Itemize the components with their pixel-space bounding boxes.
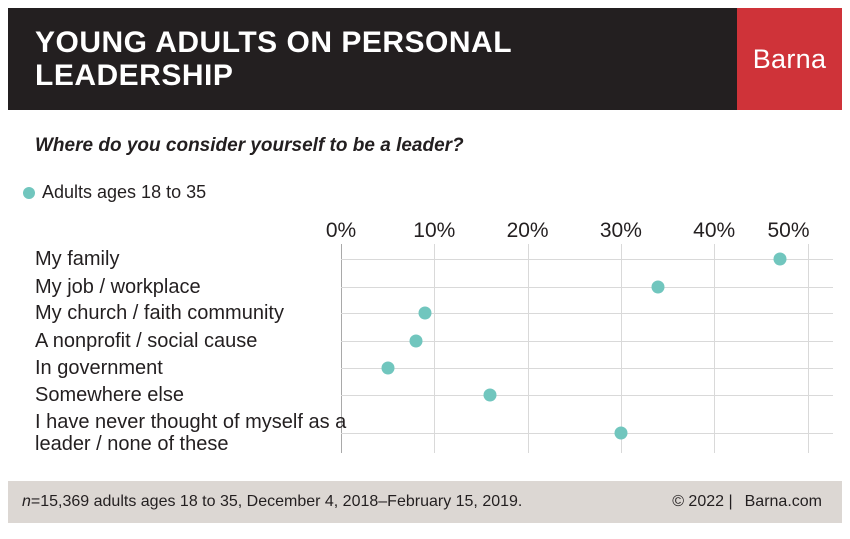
x-tick-label-20: 20% — [506, 219, 549, 242]
category-label-row-6: I have never thought of myself as a lead… — [35, 411, 347, 455]
gridline-horizontal-row-0 — [341, 259, 833, 260]
gridline-vertical-20 — [527, 244, 529, 453]
data-point-row-4 — [381, 361, 395, 375]
gridline-horizontal-row-5 — [341, 395, 833, 396]
category-label-row-4: In government — [35, 357, 163, 379]
brand-logo-box: Barna — [737, 8, 842, 110]
brand-logo: Barna — [752, 43, 827, 74]
footer-credit: © 2022 | Barna.com — [672, 493, 822, 511]
page-title: YOUNG ADULTS ON PERSONAL LEADERSHIP — [35, 26, 512, 92]
x-tick-label-0: 0% — [325, 219, 357, 242]
data-point-row-2 — [418, 306, 432, 320]
gridline-vertical-30 — [620, 244, 622, 453]
x-tick-label-40: 40% — [693, 219, 736, 242]
data-point-row-5 — [483, 388, 497, 402]
gridline-horizontal-row-4 — [341, 368, 833, 369]
page-title-line1: YOUNG ADULTS ON PERSONAL — [35, 26, 513, 59]
category-label-row-0: My family — [35, 248, 120, 270]
gridline-horizontal-row-2 — [341, 313, 833, 314]
header-banner: YOUNG ADULTS ON PERSONAL LEADERSHIP Barn… — [8, 8, 842, 110]
category-label-row-2: My church / faith community — [35, 302, 284, 324]
survey-question: Where do you consider yourself to be a l… — [35, 135, 464, 156]
sample-note-n: n — [22, 493, 31, 510]
gridline-vertical-40 — [714, 244, 716, 453]
page-title-line2: LEADERSHIP — [35, 59, 234, 92]
header-title-area: YOUNG ADULTS ON PERSONAL LEADERSHIP — [8, 8, 737, 110]
data-point-row-6 — [614, 426, 628, 440]
gridline-vertical-50 — [807, 244, 809, 453]
gridline-horizontal-row-1 — [341, 287, 833, 288]
data-point-row-0 — [773, 252, 786, 266]
category-label-row-5: Somewhere else — [35, 384, 184, 406]
category-label-row-1: My job / workplace — [35, 276, 201, 298]
gridline-horizontal-row-6 — [341, 433, 833, 434]
x-tick-label-10: 10% — [413, 219, 456, 242]
sample-note-text: =15,369 adults ages 18 to 35, December 4… — [30, 493, 523, 510]
legend: Adults ages 18 to 35 — [23, 182, 206, 203]
sample-note: n=15,369 adults ages 18 to 35, December … — [22, 493, 522, 511]
gridline-vertical-10 — [434, 244, 436, 453]
gridline-vertical-0 — [341, 244, 342, 453]
copyright-text: © 2022 | — [672, 493, 733, 510]
x-tick-label-50: 50% — [767, 219, 810, 242]
footer-bar: n=15,369 adults ages 18 to 35, December … — [8, 481, 842, 523]
category-label-row-3: A nonprofit / social cause — [35, 330, 258, 352]
source-site: Barna.com — [744, 493, 822, 510]
gridline-horizontal-row-3 — [341, 341, 833, 342]
data-point-row-1 — [651, 280, 665, 294]
data-point-row-3 — [409, 334, 423, 348]
legend-dot-icon — [23, 186, 35, 199]
legend-label: Adults ages 18 to 35 — [42, 182, 207, 202]
x-tick-label-30: 30% — [599, 219, 642, 242]
